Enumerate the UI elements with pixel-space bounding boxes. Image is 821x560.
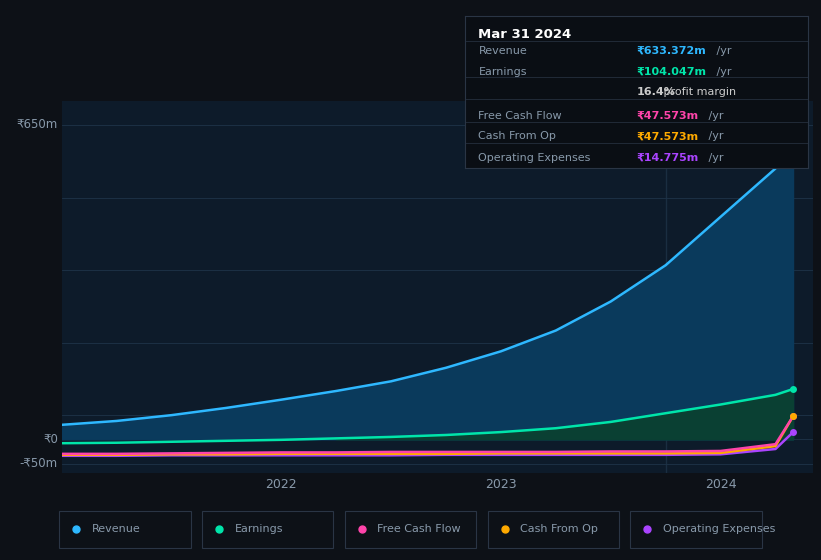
FancyBboxPatch shape [202, 511, 333, 548]
Text: ₹104.047m: ₹104.047m [636, 67, 706, 77]
Text: /yr: /yr [705, 153, 723, 163]
Text: Cash From Op: Cash From Op [520, 525, 598, 534]
Text: /yr: /yr [713, 67, 732, 77]
Text: 16.4%: 16.4% [636, 86, 675, 96]
Text: Operating Expenses: Operating Expenses [663, 525, 775, 534]
Text: /yr: /yr [713, 46, 732, 56]
FancyBboxPatch shape [345, 511, 476, 548]
Text: Earnings: Earnings [235, 525, 283, 534]
Text: Free Cash Flow: Free Cash Flow [378, 525, 461, 534]
Text: profit margin: profit margin [660, 86, 736, 96]
Text: ₹633.372m: ₹633.372m [636, 46, 706, 56]
Text: Free Cash Flow: Free Cash Flow [479, 111, 562, 121]
FancyBboxPatch shape [59, 511, 190, 548]
Text: ₹47.573m: ₹47.573m [636, 132, 699, 142]
FancyBboxPatch shape [631, 511, 762, 548]
Text: ₹650m: ₹650m [16, 119, 57, 132]
Text: Revenue: Revenue [92, 525, 140, 534]
Text: /yr: /yr [705, 111, 723, 121]
Text: ₹0: ₹0 [43, 433, 57, 446]
FancyBboxPatch shape [488, 511, 619, 548]
Text: Earnings: Earnings [479, 67, 527, 77]
Text: Mar 31 2024: Mar 31 2024 [479, 28, 571, 41]
Text: -₹50m: -₹50m [20, 457, 57, 470]
Text: ₹47.573m: ₹47.573m [636, 111, 699, 121]
Text: Operating Expenses: Operating Expenses [479, 153, 591, 163]
Text: Cash From Op: Cash From Op [479, 132, 557, 142]
Text: ₹14.775m: ₹14.775m [636, 153, 699, 163]
Text: Revenue: Revenue [479, 46, 527, 56]
Text: /yr: /yr [705, 132, 723, 142]
